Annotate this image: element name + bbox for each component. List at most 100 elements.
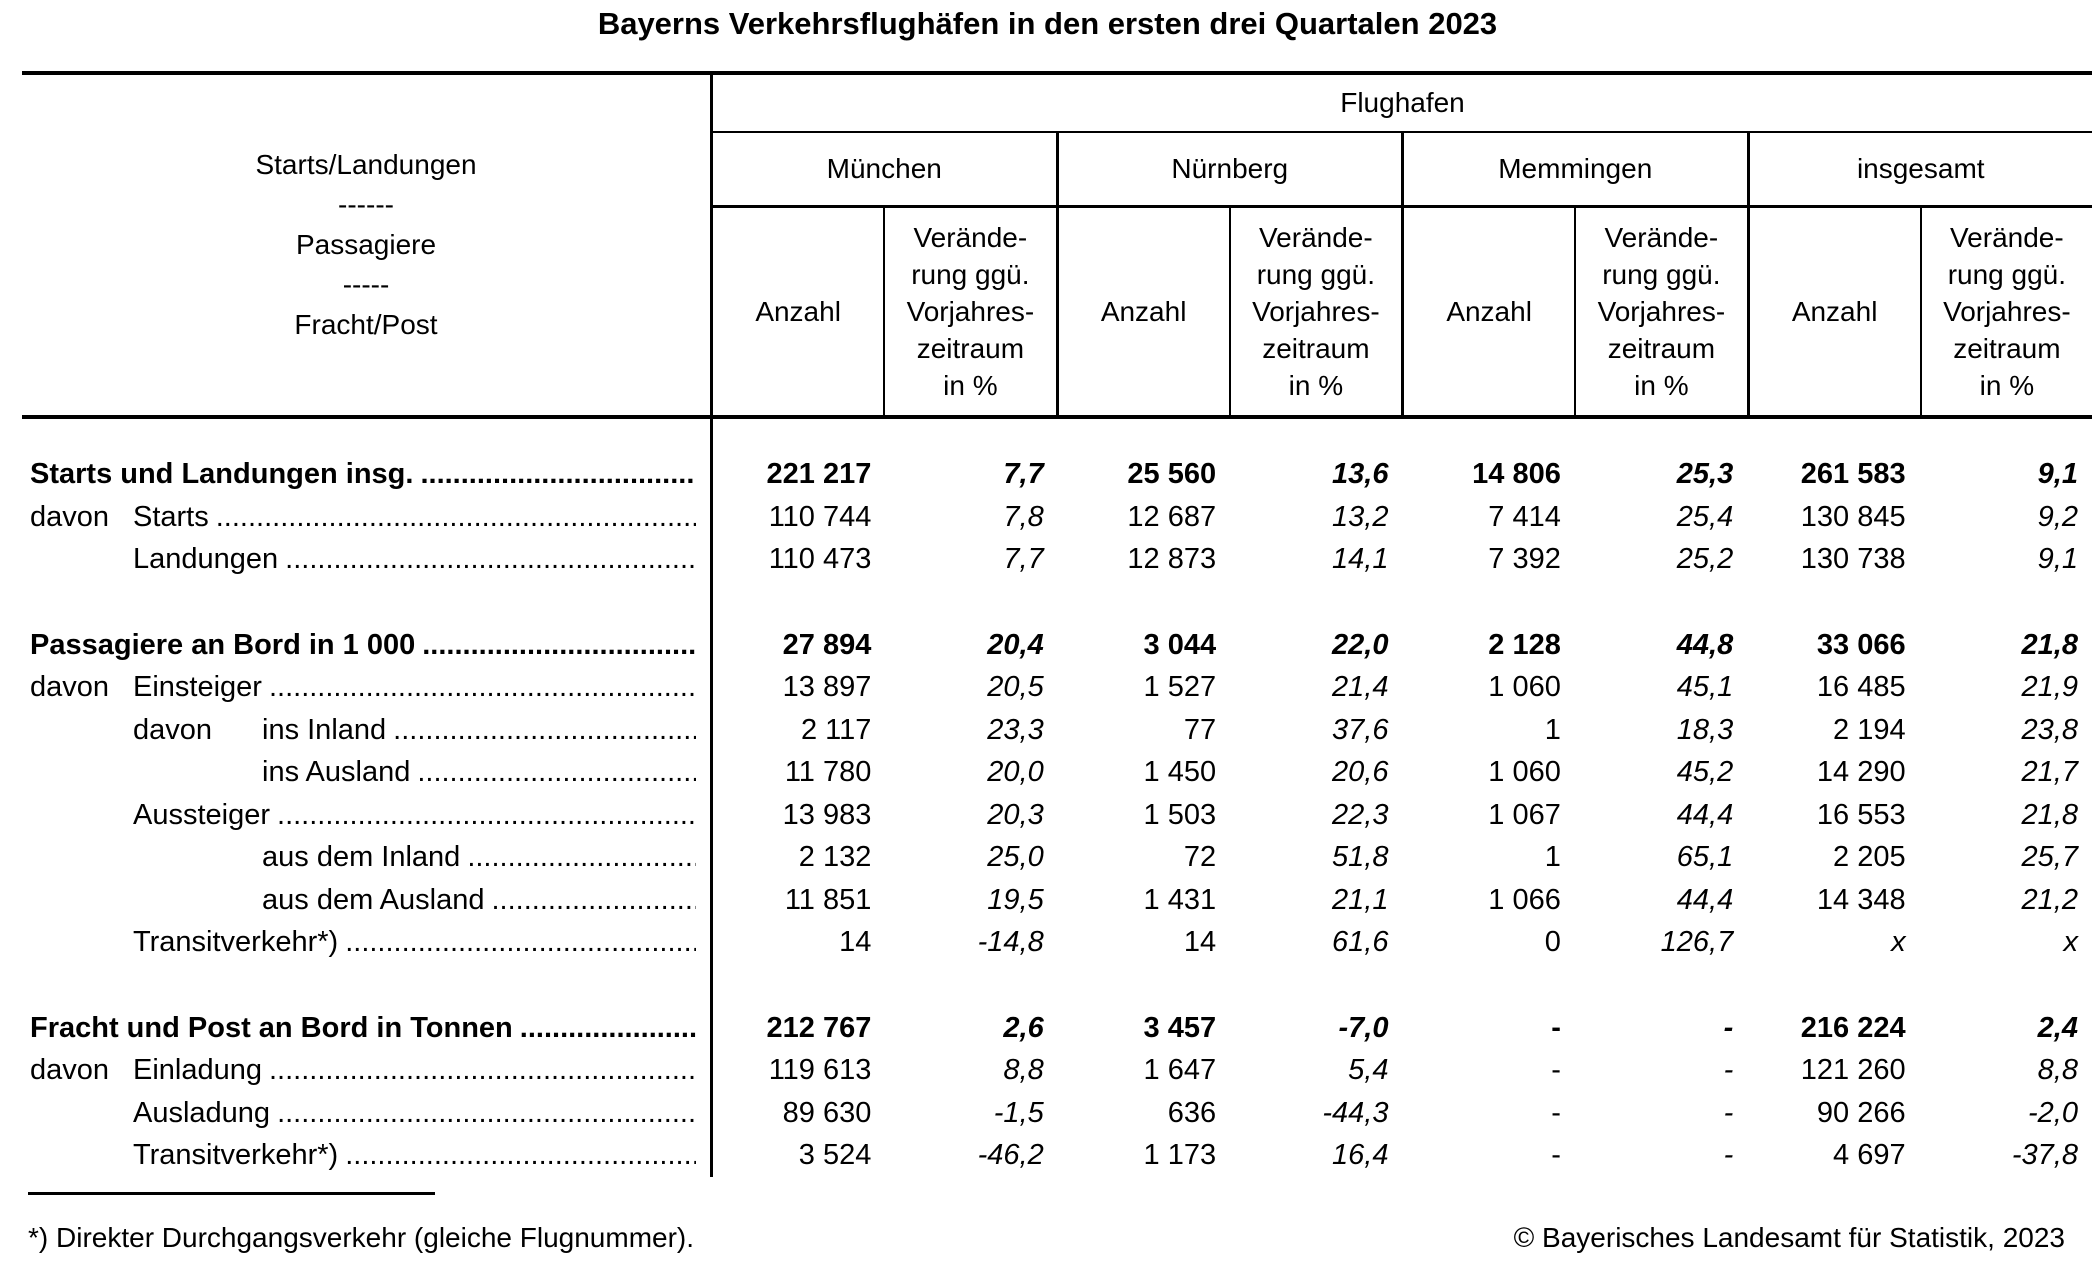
table-header: Starts/Landungen ------ Passagiere ----- Fra… (22, 75, 2092, 415)
column-header-change-line: rung ggü. (911, 259, 1030, 290)
column-header-change-line: rung ggü. (1256, 259, 1376, 290)
value-anzahl: 12 873 (1127, 543, 1217, 575)
row-label: Transitverkehr*) (133, 926, 339, 958)
value-anzahl: 3 044 (1143, 628, 1217, 661)
row-stub: Landungen ..............................… (22, 538, 713, 581)
column-header-change-line: zeitraum (1953, 333, 2061, 364)
page-title: Bayerns Verkehrsflughäfen in den ersten … (597, 6, 1498, 41)
value-anzahl: 11 780 (784, 756, 872, 788)
value-change-pct: 19,5 (987, 883, 1044, 916)
value-anzahl: 14 (1183, 926, 1217, 958)
value-change-pct: 8,8 (2037, 1054, 2078, 1086)
value-anzahl: 2 194 (1833, 713, 1906, 746)
column-header-anzahl: Anzahl (755, 296, 841, 327)
stub-divider-line (710, 419, 713, 1177)
value-anzahl: 89 630 (782, 1096, 872, 1129)
value-anzahl: 27 894 (782, 628, 872, 661)
column-header-change-line: rung ggü. (1602, 259, 1721, 290)
value-change-pct: -14,8 (977, 926, 1044, 958)
value-change-pct: 44,8 (1676, 628, 1734, 661)
row-label: Passagiere an Bord in 1 000 (30, 628, 416, 661)
stub-header-line: Starts/Landungen (255, 149, 477, 180)
value-anzahl: 110 744 (768, 500, 872, 533)
davon-prefix: davon (30, 1054, 110, 1086)
row-label: Aussteiger (133, 798, 271, 831)
column-header-change-line: Verände- (1604, 222, 1719, 253)
value-change-pct: 2,6 (1003, 1011, 1044, 1044)
group-title-flughafen: Flughafen (713, 75, 2092, 133)
value-anzahl: 16 553 (1816, 798, 1906, 831)
value-anzahl: 3 457 (1143, 1011, 1217, 1044)
value-anzahl: 72 (1183, 841, 1217, 873)
row-stub: Transitverkehr*) .......................… (22, 1134, 713, 1177)
column-header-row: Anzahl Verände-rung ggü. Vorjahres-zeitrau… (713, 208, 2092, 415)
column-header-change-line: in % (1634, 370, 1689, 401)
table-body: Starts und Landungen insg. .............… (22, 419, 2092, 1177)
row-stub: aus dem Ausland ........................… (22, 879, 713, 922)
value-change-pct: 22,0 (1332, 628, 1389, 661)
column-header-anzahl: Anzahl (1055, 208, 1229, 415)
value-anzahl: 13 897 (782, 671, 872, 703)
dot-leader: ........................................… (277, 1096, 696, 1129)
value-anzahl: 2 117 (800, 713, 872, 746)
stub-header-line: Passagiere (295, 229, 437, 260)
column-header-change-line: Verände- (1950, 222, 2064, 253)
value-change-pct: 18,3 (1676, 713, 1734, 746)
row-stub: Starts und Landungen insg. .............… (22, 453, 713, 496)
airport-header-row: München Nürnberg Memmingen insgesamt (713, 133, 2092, 208)
value-change-pct: 22,3 (1332, 798, 1389, 831)
dot-leader: ........................................… (393, 713, 696, 746)
dot-leader: ........................................… (467, 841, 696, 873)
value-anzahl: 1 431 (1143, 883, 1217, 916)
value-anzahl: 14 (839, 926, 872, 958)
value-anzahl: 14 348 (1816, 883, 1906, 916)
row-label: Einsteiger (133, 671, 262, 703)
value-anzahl: 90 266 (1816, 1096, 1906, 1129)
row-label: Landungen (133, 543, 279, 575)
row-stub: Transitverkehr*) .......................… (22, 921, 713, 964)
table-row: ins Ausland ............................… (22, 751, 2092, 794)
value-change-pct: - (1723, 1096, 1734, 1129)
row-stub: Passagiere an Bord in 1 000 ............… (22, 624, 713, 667)
stub-header-separator: ----- (342, 269, 390, 300)
value-anzahl: - (1551, 1096, 1561, 1129)
davon-prefix: davon (30, 671, 110, 703)
column-header-change: Verände-rung ggü. Vorjahres-zeitraum in % (883, 208, 1055, 415)
value-anzahl: 110 473 (768, 543, 872, 575)
dot-leader: ........................................… (519, 1011, 696, 1044)
dot-leader: ........................................… (269, 1054, 696, 1086)
value-change-pct: 21,7 (2021, 756, 2078, 788)
value-change-pct: 61,6 (1332, 926, 1389, 958)
row-label: Fracht und Post an Bord in Tonnen (30, 1011, 513, 1044)
value-change-pct: 16,4 (1332, 1139, 1389, 1171)
table-row: Fracht und Post an Bord in Tonnen ......… (22, 1007, 2092, 1050)
airport-header: München (826, 153, 942, 184)
column-header-change-line: Vorjahres- (1943, 296, 2071, 327)
value-change-pct: 23,8 (2021, 713, 2078, 746)
value-anzahl: 2 132 (798, 841, 872, 873)
value-anzahl: 130 738 (1800, 543, 1906, 575)
dot-leader: ........................................… (345, 1139, 696, 1171)
table-row: davon Starts ...........................… (22, 496, 2092, 539)
row-stub: ins Ausland ............................… (22, 751, 713, 794)
value-anzahl: 16 485 (1816, 671, 1906, 703)
row-stub: davon Starts ...........................… (22, 496, 713, 539)
value-anzahl: 1 173 (1143, 1139, 1217, 1171)
row-label: Ausladung (133, 1096, 271, 1129)
value-anzahl: 11 851 (784, 883, 872, 916)
dot-leader: ........................................… (422, 628, 696, 661)
table-row: Passagiere an Bord in 1 000 ............… (22, 624, 2092, 667)
value-anzahl: 14 806 (1472, 458, 1561, 490)
value-change-pct: 23,3 (987, 713, 1044, 746)
value-anzahl: 77 (1183, 713, 1217, 746)
value-anzahl: 212 767 (766, 1011, 872, 1044)
value-change-pct: 20,3 (987, 798, 1044, 831)
column-header-change-line: Vorjahres- (1597, 296, 1726, 327)
copyright-text: © Bayerisches Landesamt für Statistik, 2… (1513, 1222, 2065, 1253)
value-change-pct: 7,7 (1003, 458, 1044, 490)
value-change-pct: 7,7 (1003, 543, 1044, 575)
value-anzahl: 1 060 (1488, 671, 1561, 703)
value-anzahl: x (1891, 926, 1906, 958)
table-row: Landungen ..............................… (22, 538, 2092, 581)
value-anzahl: 261 583 (1800, 458, 1906, 490)
